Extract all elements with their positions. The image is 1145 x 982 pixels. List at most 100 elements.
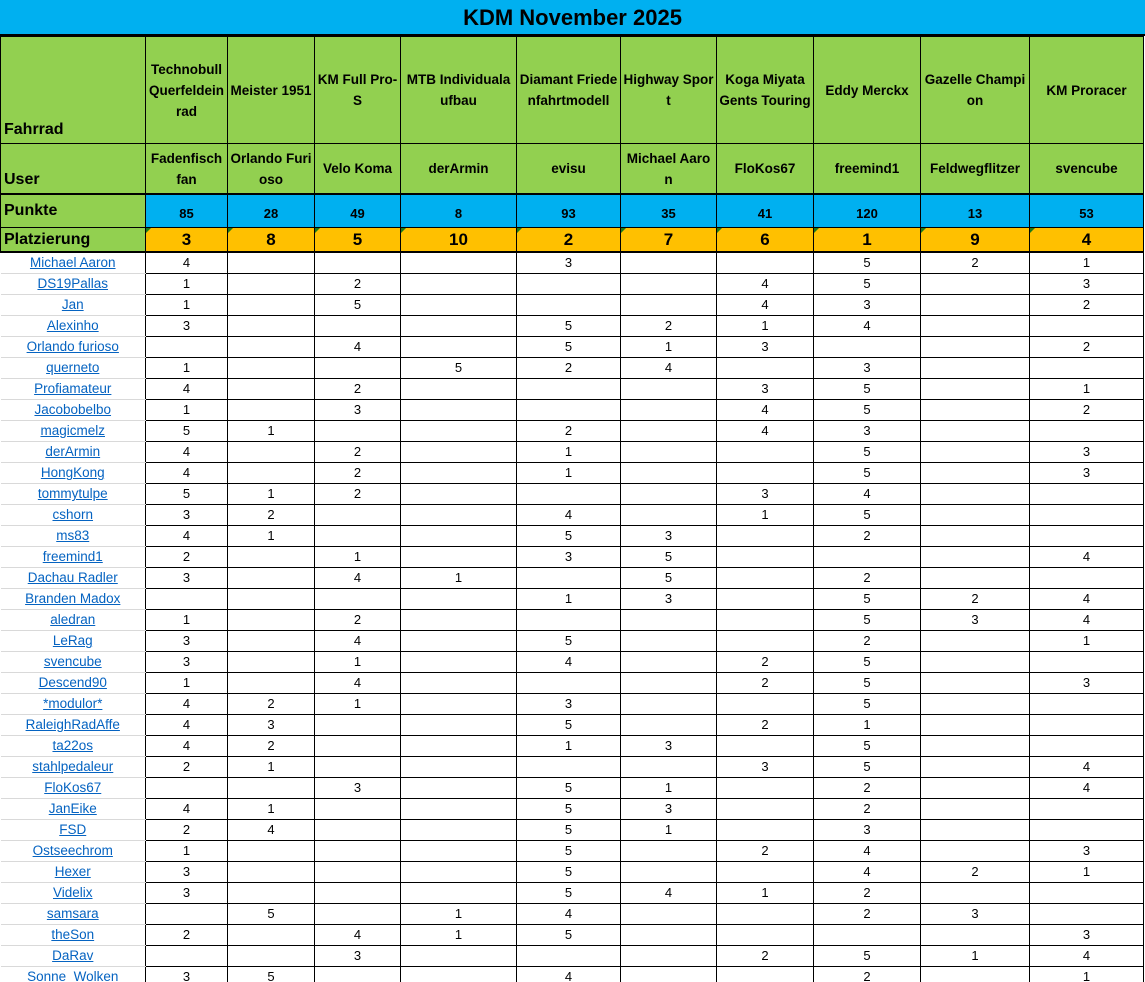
score-cell[interactable]	[400, 251, 517, 274]
score-cell[interactable]	[400, 315, 517, 337]
score-cell[interactable]	[920, 441, 1030, 463]
bike-name-cell[interactable]: KM Full Pro-S	[314, 36, 401, 144]
score-cell[interactable]: 5	[813, 735, 921, 757]
score-cell[interactable]: 1	[620, 777, 717, 799]
score-cell[interactable]	[227, 609, 315, 631]
score-cell[interactable]: 5	[813, 756, 921, 778]
voter-link[interactable]: LeRag	[52, 633, 93, 648]
score-cell[interactable]: 3	[716, 378, 814, 400]
score-cell[interactable]	[400, 588, 517, 610]
score-cell[interactable]	[314, 357, 401, 379]
score-cell[interactable]: 3	[227, 714, 315, 736]
voter-cell[interactable]: aledran	[0, 609, 146, 631]
score-cell[interactable]: 5	[813, 651, 921, 673]
score-cell[interactable]: 5	[813, 588, 921, 610]
score-cell[interactable]	[314, 525, 401, 547]
score-cell[interactable]: 3	[920, 903, 1030, 925]
voter-link[interactable]: svencube	[43, 654, 102, 669]
score-cell[interactable]: 2	[145, 756, 228, 778]
score-cell[interactable]: 1	[716, 504, 814, 526]
score-cell[interactable]: 1	[314, 651, 401, 673]
score-cell[interactable]: 3	[145, 882, 228, 904]
score-cell[interactable]: 5	[813, 945, 921, 967]
voter-cell[interactable]: JanEike	[0, 798, 146, 820]
bike-name-cell[interactable]: Eddy Merckx	[813, 36, 921, 144]
score-cell[interactable]	[227, 441, 315, 463]
score-cell[interactable]	[716, 903, 814, 925]
voter-link[interactable]: Orlando furioso	[26, 339, 119, 354]
score-cell[interactable]	[716, 588, 814, 610]
score-cell[interactable]	[813, 924, 921, 946]
score-cell[interactable]: 2	[920, 588, 1030, 610]
voter-link[interactable]: stahlpedaleur	[32, 759, 114, 774]
voter-link[interactable]: tommytulpe	[37, 486, 108, 501]
score-cell[interactable]	[400, 672, 517, 694]
score-cell[interactable]: 2	[813, 630, 921, 652]
voter-link[interactable]: Sonne_Wolken	[27, 969, 119, 982]
placement-cell[interactable]: 7	[620, 227, 717, 253]
score-cell[interactable]	[314, 588, 401, 610]
score-cell[interactable]	[227, 672, 315, 694]
points-cell[interactable]: 93	[516, 193, 621, 228]
score-cell[interactable]: 4	[620, 357, 717, 379]
score-cell[interactable]: 4	[145, 798, 228, 820]
score-cell[interactable]: 5	[813, 273, 921, 295]
voter-link[interactable]: Dachau Radler	[27, 570, 118, 585]
score-cell[interactable]	[920, 357, 1030, 379]
score-cell[interactable]	[314, 756, 401, 778]
score-cell[interactable]: 4	[716, 294, 814, 316]
score-cell[interactable]	[1029, 651, 1144, 673]
voter-cell[interactable]: samsara	[0, 903, 146, 925]
score-cell[interactable]: 4	[1029, 588, 1144, 610]
score-cell[interactable]	[620, 399, 717, 421]
score-cell[interactable]	[620, 462, 717, 484]
score-cell[interactable]: 4	[1029, 609, 1144, 631]
score-cell[interactable]	[716, 630, 814, 652]
score-cell[interactable]	[620, 483, 717, 505]
score-cell[interactable]: 4	[620, 882, 717, 904]
score-cell[interactable]: 3	[145, 630, 228, 652]
voter-cell[interactable]: stahlpedaleur	[0, 756, 146, 778]
score-cell[interactable]	[620, 672, 717, 694]
score-cell[interactable]	[1029, 483, 1144, 505]
score-cell[interactable]: 4	[813, 861, 921, 883]
score-cell[interactable]: 2	[1029, 399, 1144, 421]
placement-cell[interactable]: 2	[516, 227, 621, 253]
score-cell[interactable]	[400, 504, 517, 526]
score-cell[interactable]: 3	[620, 798, 717, 820]
voter-link[interactable]: FloKos67	[44, 780, 102, 795]
voter-cell[interactable]: Ostseechrom	[0, 840, 146, 862]
entry-user-cell[interactable]: svencube	[1029, 143, 1144, 195]
score-cell[interactable]	[400, 777, 517, 799]
score-cell[interactable]: 4	[227, 819, 315, 841]
entry-user-cell[interactable]: Michael Aaron	[620, 143, 717, 195]
score-cell[interactable]: 5	[516, 924, 621, 946]
score-cell[interactable]	[516, 756, 621, 778]
score-cell[interactable]: 1	[400, 924, 517, 946]
score-cell[interactable]: 2	[920, 861, 1030, 883]
score-cell[interactable]: 3	[813, 294, 921, 316]
score-cell[interactable]	[516, 483, 621, 505]
score-cell[interactable]	[145, 777, 228, 799]
score-cell[interactable]: 4	[145, 735, 228, 757]
score-cell[interactable]: 1	[1029, 378, 1144, 400]
score-cell[interactable]	[516, 378, 621, 400]
score-cell[interactable]: 3	[1029, 273, 1144, 295]
voter-cell[interactable]: Branden Madox	[0, 588, 146, 610]
score-cell[interactable]	[227, 357, 315, 379]
score-cell[interactable]: 2	[516, 420, 621, 442]
score-cell[interactable]: 3	[813, 357, 921, 379]
voter-link[interactable]: *modulor*	[43, 696, 103, 711]
score-cell[interactable]: 4	[314, 567, 401, 589]
score-cell[interactable]	[400, 630, 517, 652]
score-cell[interactable]: 5	[813, 378, 921, 400]
score-cell[interactable]	[314, 315, 401, 337]
score-cell[interactable]: 1	[227, 525, 315, 547]
voter-cell[interactable]: DaRav	[0, 945, 146, 967]
score-cell[interactable]: 4	[813, 840, 921, 862]
score-cell[interactable]: 2	[813, 567, 921, 589]
score-cell[interactable]	[920, 924, 1030, 946]
score-cell[interactable]	[227, 251, 315, 274]
score-cell[interactable]	[920, 525, 1030, 547]
score-cell[interactable]	[920, 273, 1030, 295]
